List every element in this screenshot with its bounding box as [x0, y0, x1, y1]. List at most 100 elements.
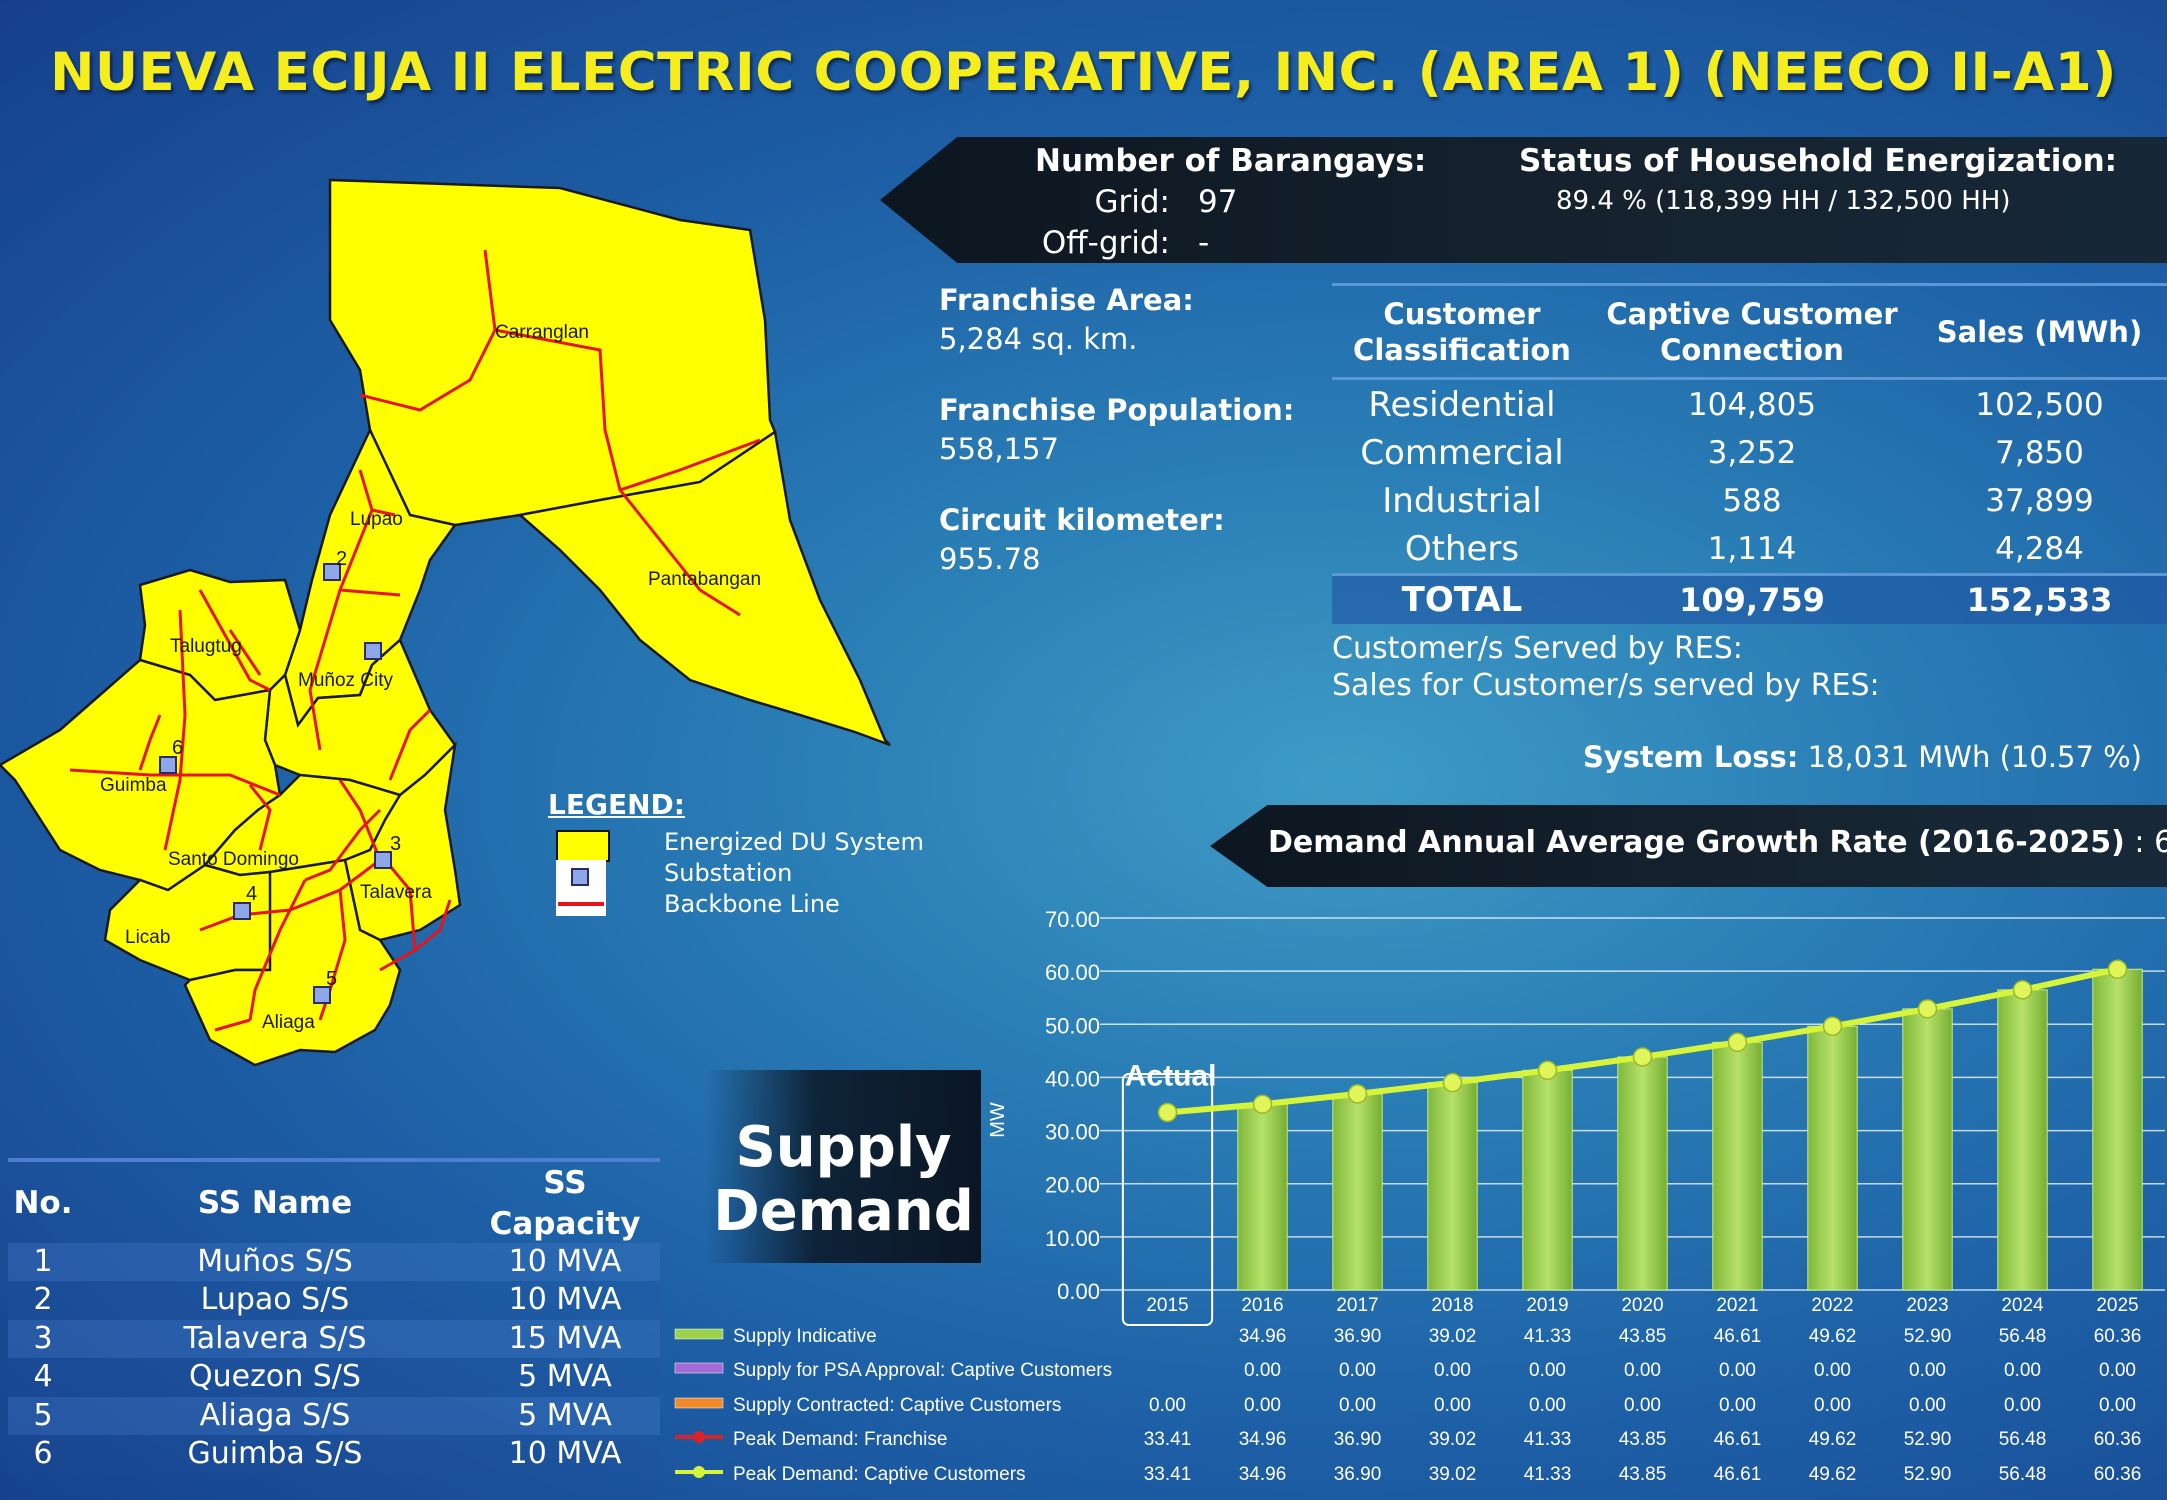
data-table-cell: 0.00 [1719, 1360, 1756, 1381]
data-table-cell: 49.62 [1809, 1429, 1857, 1450]
ss-cell-name: Muños S/S [197, 1244, 353, 1279]
town-label: Licab [125, 927, 170, 948]
map-region-aliaga [183, 858, 402, 1067]
substation-number: 6 [172, 737, 183, 759]
substation-number: 4 [246, 883, 257, 905]
town-label: Muñoz City [298, 670, 394, 691]
substation-marker [159, 756, 177, 774]
substation-marker [364, 642, 382, 660]
col-header-connection: Captive Customer Connection [1606, 297, 1898, 367]
y-tick-label: 60.00 [1045, 960, 1100, 985]
ss-cell-cap: 10 MVA [508, 1282, 622, 1317]
offgrid-value: - [1198, 225, 1210, 261]
data-table-cell: 46.61 [1714, 1429, 1762, 1450]
town-label: Talavera [360, 882, 432, 903]
franchise-area-value: 5,284 sq. km. [939, 322, 1138, 356]
barangays-title: Number of Barangays: [1035, 143, 1427, 179]
data-table-cell: 0.00 [1624, 1395, 1661, 1416]
energization-title: Status of Household Energization: [1519, 143, 2118, 179]
table-cell: 588 [1722, 483, 1782, 519]
town-label: Guimba [100, 775, 167, 796]
legend-swatch-marker [693, 1466, 705, 1478]
data-table-cell: 33.41 [1144, 1429, 1192, 1450]
ss-cell-no: 5 [33, 1398, 53, 1433]
table-cell: 1,114 [1707, 531, 1797, 567]
data-table-cell: 60.36 [2094, 1464, 2142, 1485]
supply-demand-panel [706, 1070, 981, 1263]
data-table-cell: 56.48 [1999, 1464, 2047, 1485]
data-table-cell: 0.00 [1624, 1360, 1661, 1381]
data-table-cell: 0.00 [1719, 1395, 1756, 1416]
growth-ribbon [1210, 805, 2167, 887]
x-tick-label: 2016 [1241, 1295, 1283, 1316]
grid-label: Grid: [1094, 184, 1170, 220]
x-tick-label: 2019 [1526, 1295, 1568, 1316]
peak-demand-point [1442, 1072, 1463, 1093]
peak-demand-point [2107, 959, 2128, 979]
backbone-lines [69, 249, 761, 1032]
system-loss: System Loss: 18,031 MWh (10.57 %) [1332, 740, 2142, 774]
data-table-cell: 39.02 [1429, 1326, 1477, 1347]
ss-cell-cap: 10 MVA [508, 1436, 622, 1471]
substation-table: No. SS Name SS Capacity 1 Muños S/S 10 MVA… [0, 1155, 660, 1500]
data-table-cell: 49.62 [1809, 1326, 1857, 1347]
actual-annotation: Actual [1125, 1059, 1217, 1092]
actual-box [1121, 1073, 1214, 1326]
legend-label: Energized DU System [664, 828, 924, 856]
x-tick-label: 2020 [1621, 1295, 1663, 1316]
ss-cell-no: 2 [33, 1282, 53, 1317]
data-table-cell: 56.48 [1999, 1429, 2047, 1450]
growth-rate: Demand Annual Average Growth Rate (2016-… [1268, 825, 2167, 860]
x-tick-label: 2022 [1811, 1295, 1853, 1316]
legend-swatch [674, 1328, 724, 1340]
data-table-cell: 56.48 [1999, 1326, 2047, 1347]
table-cell: 104,805 [1687, 387, 1817, 423]
ss-cell-cap: 5 MVA [518, 1359, 612, 1394]
franchise-population-value: 558,157 [939, 432, 1059, 466]
total-connection: 109,759 [1679, 581, 1825, 619]
data-table-cell: 0.00 [1909, 1360, 1946, 1381]
peak-demand-point [1537, 1060, 1558, 1081]
legend-swatch-marker [693, 1431, 705, 1443]
legend-label: Substation [664, 859, 793, 887]
data-table-cell: 36.90 [1334, 1326, 1382, 1347]
map-region-talavera [343, 741, 462, 942]
system-loss-label: System Loss: [1582, 740, 1799, 774]
peak-demand-point [2012, 980, 2033, 1000]
bar [1617, 1056, 1668, 1291]
franchise-map: Carranglan Lupao Pantabangan Talugtug Mu… [0, 178, 891, 1067]
col-header-sales: Sales (MWh) [1936, 315, 2143, 349]
bar [1902, 1008, 1953, 1291]
ss-cell-name: Talavera S/S [183, 1321, 367, 1356]
data-table-cell: 0.00 [1434, 1360, 1471, 1381]
data-table-cell: 0.00 [1244, 1360, 1281, 1381]
table-cell: 37,899 [1985, 483, 2094, 519]
data-table-cell: 0.00 [1814, 1360, 1851, 1381]
y-tick-label: 20.00 [1045, 1173, 1100, 1198]
data-table-cell: 0.00 [1339, 1395, 1376, 1416]
peak-demand-point [1727, 1032, 1748, 1053]
data-table-cell: 39.02 [1429, 1429, 1477, 1450]
data-table-cell: 0.00 [1909, 1395, 1946, 1416]
peak-demand-point [1632, 1047, 1653, 1067]
col-header-classification: Customer Classification [1353, 297, 1571, 367]
ss-cell-no: 1 [33, 1244, 53, 1279]
table-cell: 3,252 [1707, 435, 1797, 471]
table-cell: Industrial [1382, 481, 1542, 521]
ss-cell-name: Quezon S/S [189, 1359, 361, 1394]
town-label: Carranglan [495, 322, 589, 343]
table-cell: Commercial [1360, 433, 1564, 473]
table-cell: 102,500 [1975, 387, 2104, 423]
franchise-area-label: Franchise Area: [939, 283, 1194, 317]
data-table-cell: 60.36 [2094, 1429, 2142, 1450]
data-table-cell: 0.00 [1529, 1395, 1566, 1416]
peak-demand-point [1347, 1084, 1368, 1104]
bar [1997, 989, 2048, 1291]
map-region-carranglan [328, 178, 777, 527]
data-table-cell: 46.61 [1714, 1326, 1762, 1347]
legend-series-name: Supply Contracted: Captive Customers [733, 1395, 1061, 1416]
legend-swatch-substation [556, 860, 606, 896]
peak-demand-point [1917, 999, 1938, 1019]
x-tick-label: 2025 [2096, 1295, 2138, 1316]
ss-cell-cap: 5 MVA [518, 1398, 612, 1433]
